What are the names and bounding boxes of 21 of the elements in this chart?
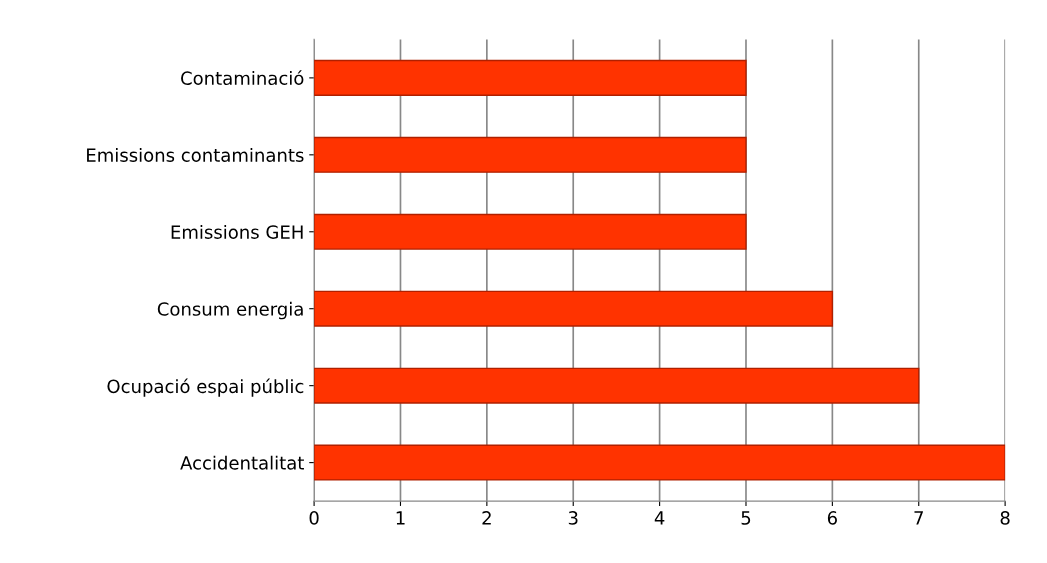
x-tick-label: 0	[309, 511, 319, 525]
x-tick-label: 5	[741, 511, 751, 525]
x-tick-label: 1	[396, 511, 405, 525]
x-tick-label: 7	[914, 511, 923, 525]
x-tick-label: 3	[568, 511, 578, 525]
y-tick-label: Emissions contaminants	[87, 147, 304, 162]
y-tick-label: Consum energia	[157, 301, 303, 320]
y-tick-label: Ocupació espai públic	[107, 378, 304, 397]
y-tick-label: Emissions GEH	[171, 224, 303, 239]
bar	[314, 367, 920, 404]
y-tick-label: Contaminació	[181, 70, 304, 85]
x-tick-label: 6	[827, 511, 837, 525]
x-tick-label: 2	[482, 511, 491, 525]
bar	[314, 444, 1006, 481]
bar	[314, 136, 747, 173]
bar	[314, 213, 747, 250]
bar	[314, 59, 747, 96]
bar	[314, 290, 834, 327]
y-tick-label: Accidentalitat	[180, 455, 304, 470]
x-tick-label: 8	[1000, 511, 1010, 525]
x-tick-label: 4	[654, 511, 665, 525]
